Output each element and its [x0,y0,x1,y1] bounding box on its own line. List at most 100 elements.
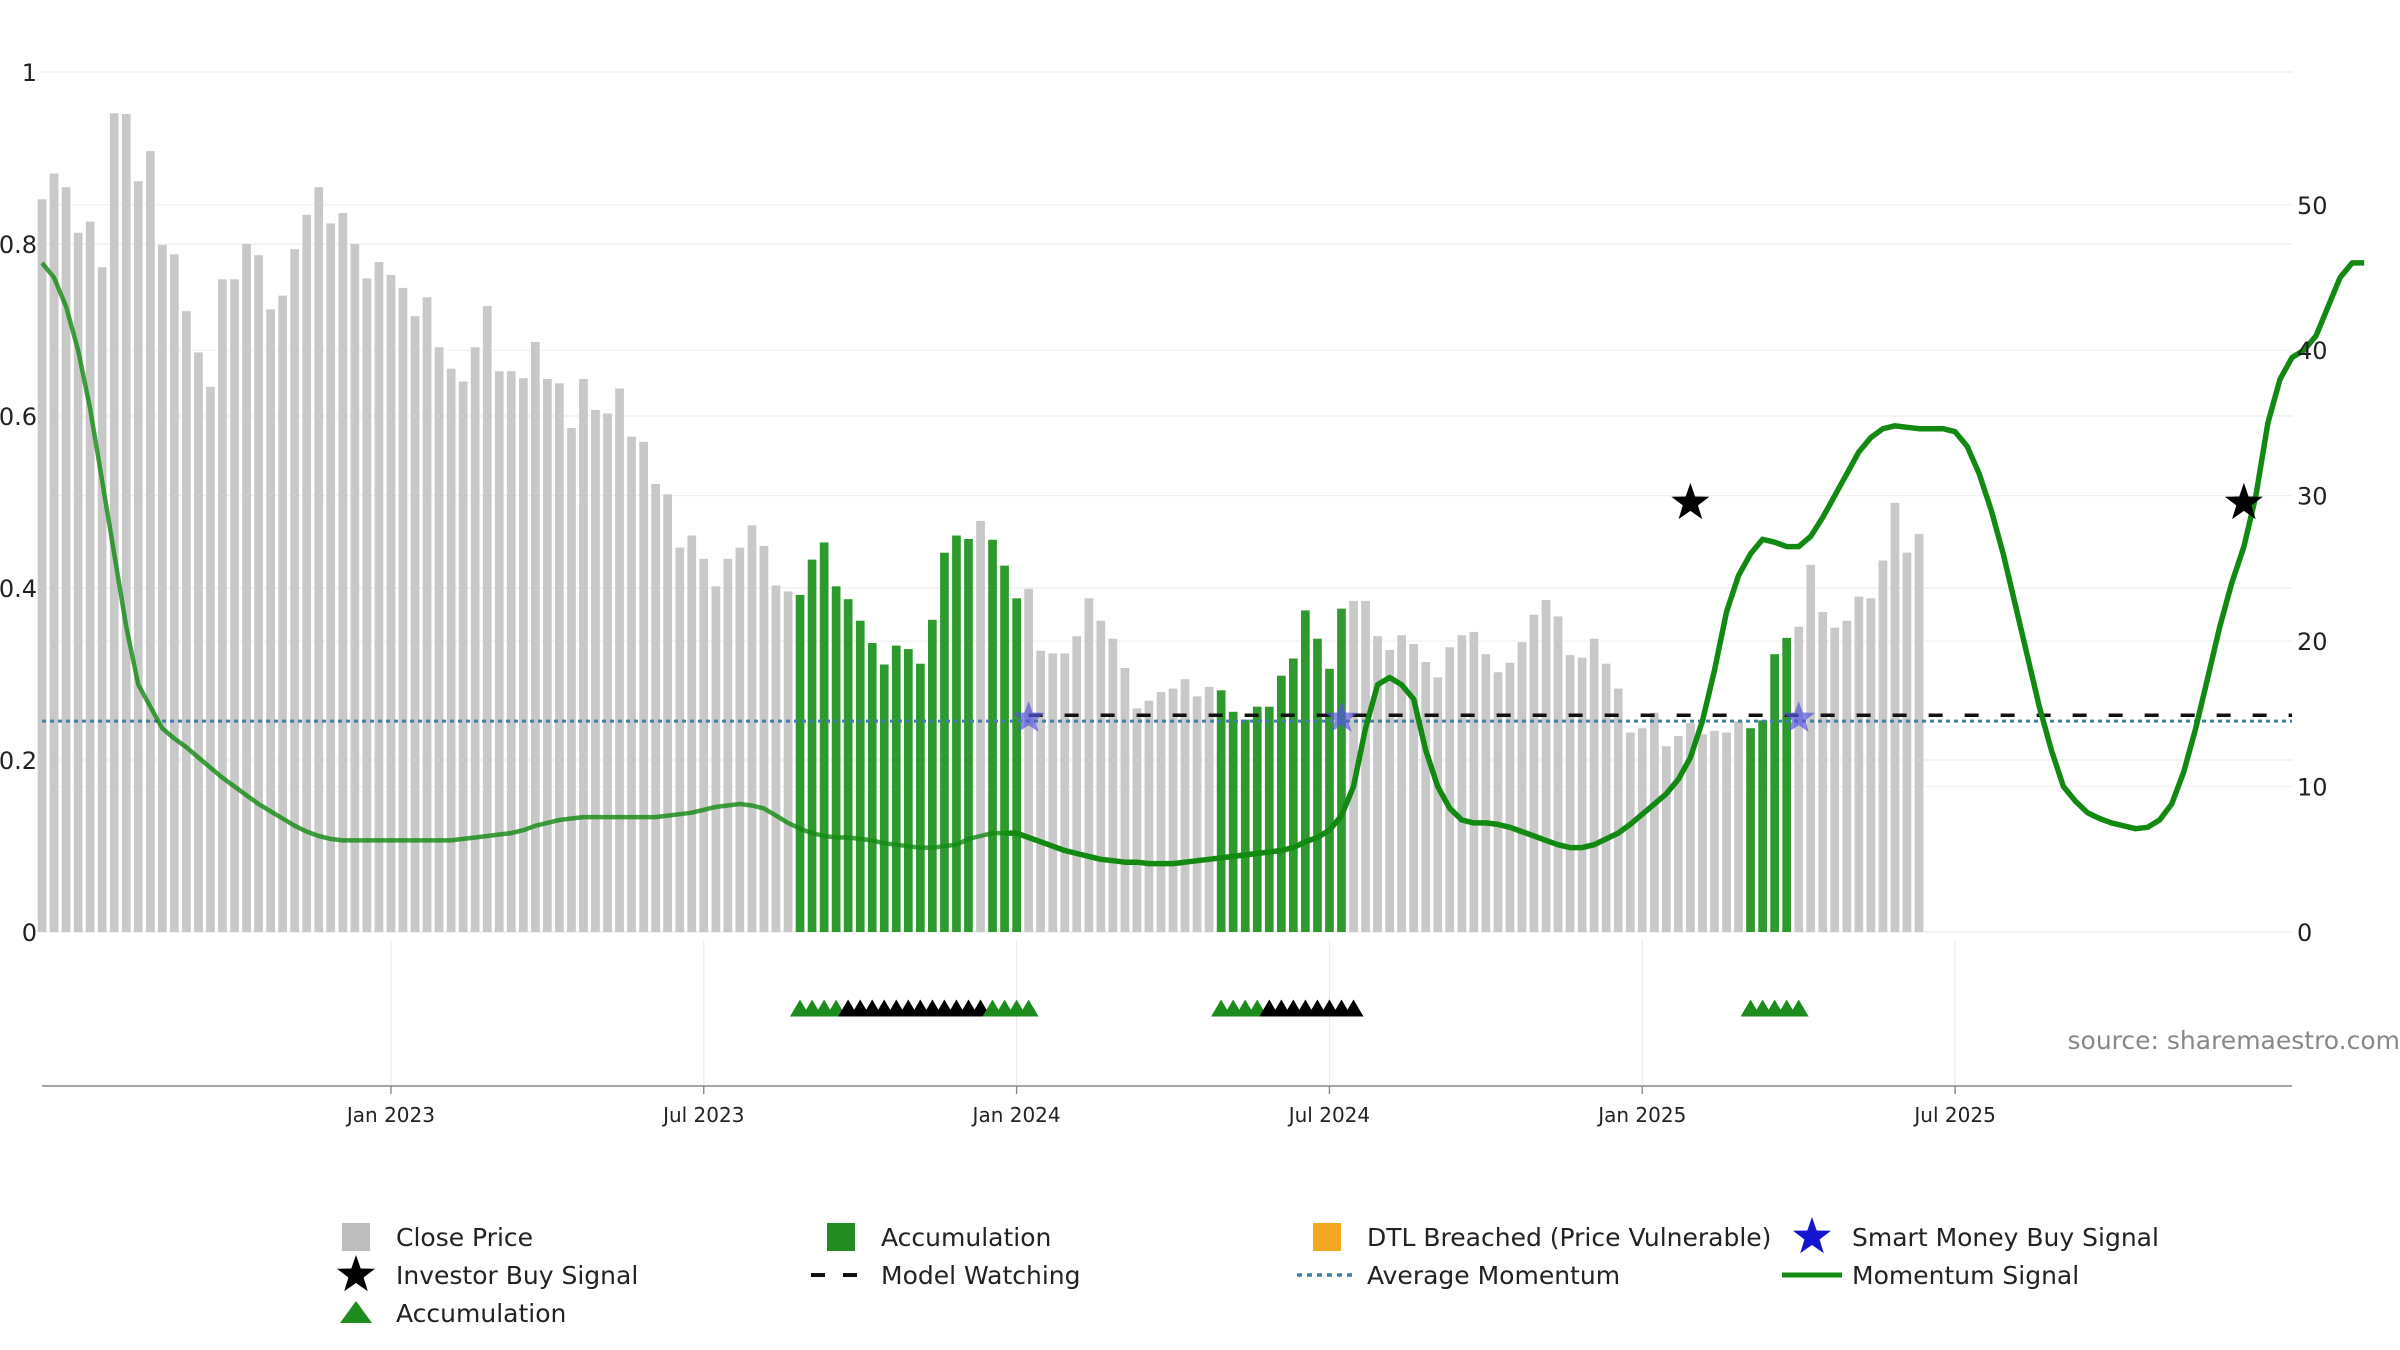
legend-star-icon [337,1255,375,1292]
accumulation-bar [1240,719,1250,932]
close-price-bar [1421,662,1431,932]
close-price-bar [470,347,480,932]
x-tick-label: Jan 2024 [971,1103,1061,1127]
close-price-bar [615,388,624,932]
close-price-bar [1577,657,1587,932]
close-price-bar [591,410,600,932]
legend-item: Close Price [342,1223,533,1252]
x-tick-label: Jan 2025 [1596,1103,1686,1127]
close-price-bar [543,379,552,932]
close-price-bar [1637,728,1647,932]
close-price-bar [1144,700,1154,932]
close-price-bar [699,558,709,932]
close-price-bar [1914,533,1924,932]
accumulation-bar [1264,706,1274,932]
legend-label: Accumulation [881,1223,1051,1252]
source-label: source: sharemaestro.com [2068,1026,2400,1055]
close-price-bar [1866,598,1876,932]
legend-label: Model Watching [881,1261,1081,1290]
investor-buy-star [1671,482,1710,520]
legend-item: Accumulation [340,1299,566,1328]
close-price-bar [121,114,131,933]
close-price-bars [37,113,1924,933]
close-price-bar [109,113,119,933]
accumulation-bar [795,594,805,932]
accumulation-bar [1277,675,1286,932]
accumulation-bar [891,645,901,932]
legend: Close Price Accumulation DTL Breached (Pri… [337,1217,2159,1328]
close-price-bar [663,494,672,932]
close-price-bar [61,187,71,932]
accumulation-bar [867,643,877,932]
accumulation-bar [1301,610,1310,932]
accumulation-bar [928,619,937,932]
close-price-bar [1842,620,1852,932]
close-price-bar [1650,712,1659,932]
close-price-bar [1084,598,1094,932]
accumulation-bar [940,552,949,932]
close-price-bar [146,151,155,933]
x-tick-label: Jul 2023 [661,1103,744,1127]
close-price-bar [1541,600,1551,932]
close-price-bar [73,232,83,933]
x-tick-label: Jul 2024 [1287,1103,1370,1127]
close-price-bar [314,187,324,932]
close-price-bar [1890,502,1900,932]
left-y-tick-label: 0.2 [0,747,37,775]
left-y-tick-label: 0.8 [0,231,37,259]
close-price-bar [1072,636,1082,932]
close-price-bar [254,255,263,932]
close-price-bar [1457,635,1467,932]
close-price-bar [783,591,793,932]
close-price-bar [1529,614,1539,932]
close-price-bar [350,244,360,932]
momentum-line [40,260,2365,867]
accumulation-bar [1313,638,1322,932]
accumulation-bar [964,539,973,932]
legend-item: DTL Breached (Price Vulnerable) [1313,1223,1771,1252]
close-price-bar [158,244,167,932]
legend-star-icon [1793,1217,1831,1254]
close-price-bar [1048,653,1058,932]
accumulation-bar [1289,658,1298,932]
close-price-bar [771,585,781,932]
close-price-bar [759,545,769,932]
investor-buy-star [2224,482,2263,520]
left-y-tick-label: 0 [22,919,37,947]
close-price-bar [133,181,143,932]
close-price-bar [1818,612,1828,932]
close-price-bar [555,383,564,932]
legend-swatch [827,1223,855,1251]
close-price-bar [1168,688,1178,932]
close-price-bar [603,413,612,932]
close-price-bar [1698,734,1707,932]
close-price-bar [675,547,685,932]
accumulation-triangle [1343,999,1364,1017]
close-price-bar [278,295,287,933]
accumulation-triangles [790,999,1809,1017]
close-price-bar [386,275,396,932]
close-price-bar [398,287,408,932]
accumulation-bar [1337,608,1346,932]
close-price-bar [1710,730,1719,932]
close-price-bar [1686,723,1695,932]
close-price-bar [85,221,95,933]
close-price-bar [49,173,59,932]
accumulation-bar [1012,598,1021,932]
close-price-bar [1409,643,1418,932]
close-price-bar [1601,663,1611,932]
close-price-bar [1385,649,1394,932]
close-price-bar [1806,564,1816,932]
accumulation-bar [1782,637,1791,932]
close-price-bar [1120,668,1130,932]
close-price-bar [976,520,985,932]
legend-triangle-icon [340,1301,372,1323]
close-price-bar [1349,600,1358,932]
close-price-bar [1373,636,1382,932]
close-price-bar [494,371,504,932]
legend-label: Investor Buy Signal [396,1261,638,1290]
legend-item: Momentum Signal [1782,1261,2079,1290]
legend-swatch [1313,1223,1341,1251]
close-price-bar [723,558,733,932]
